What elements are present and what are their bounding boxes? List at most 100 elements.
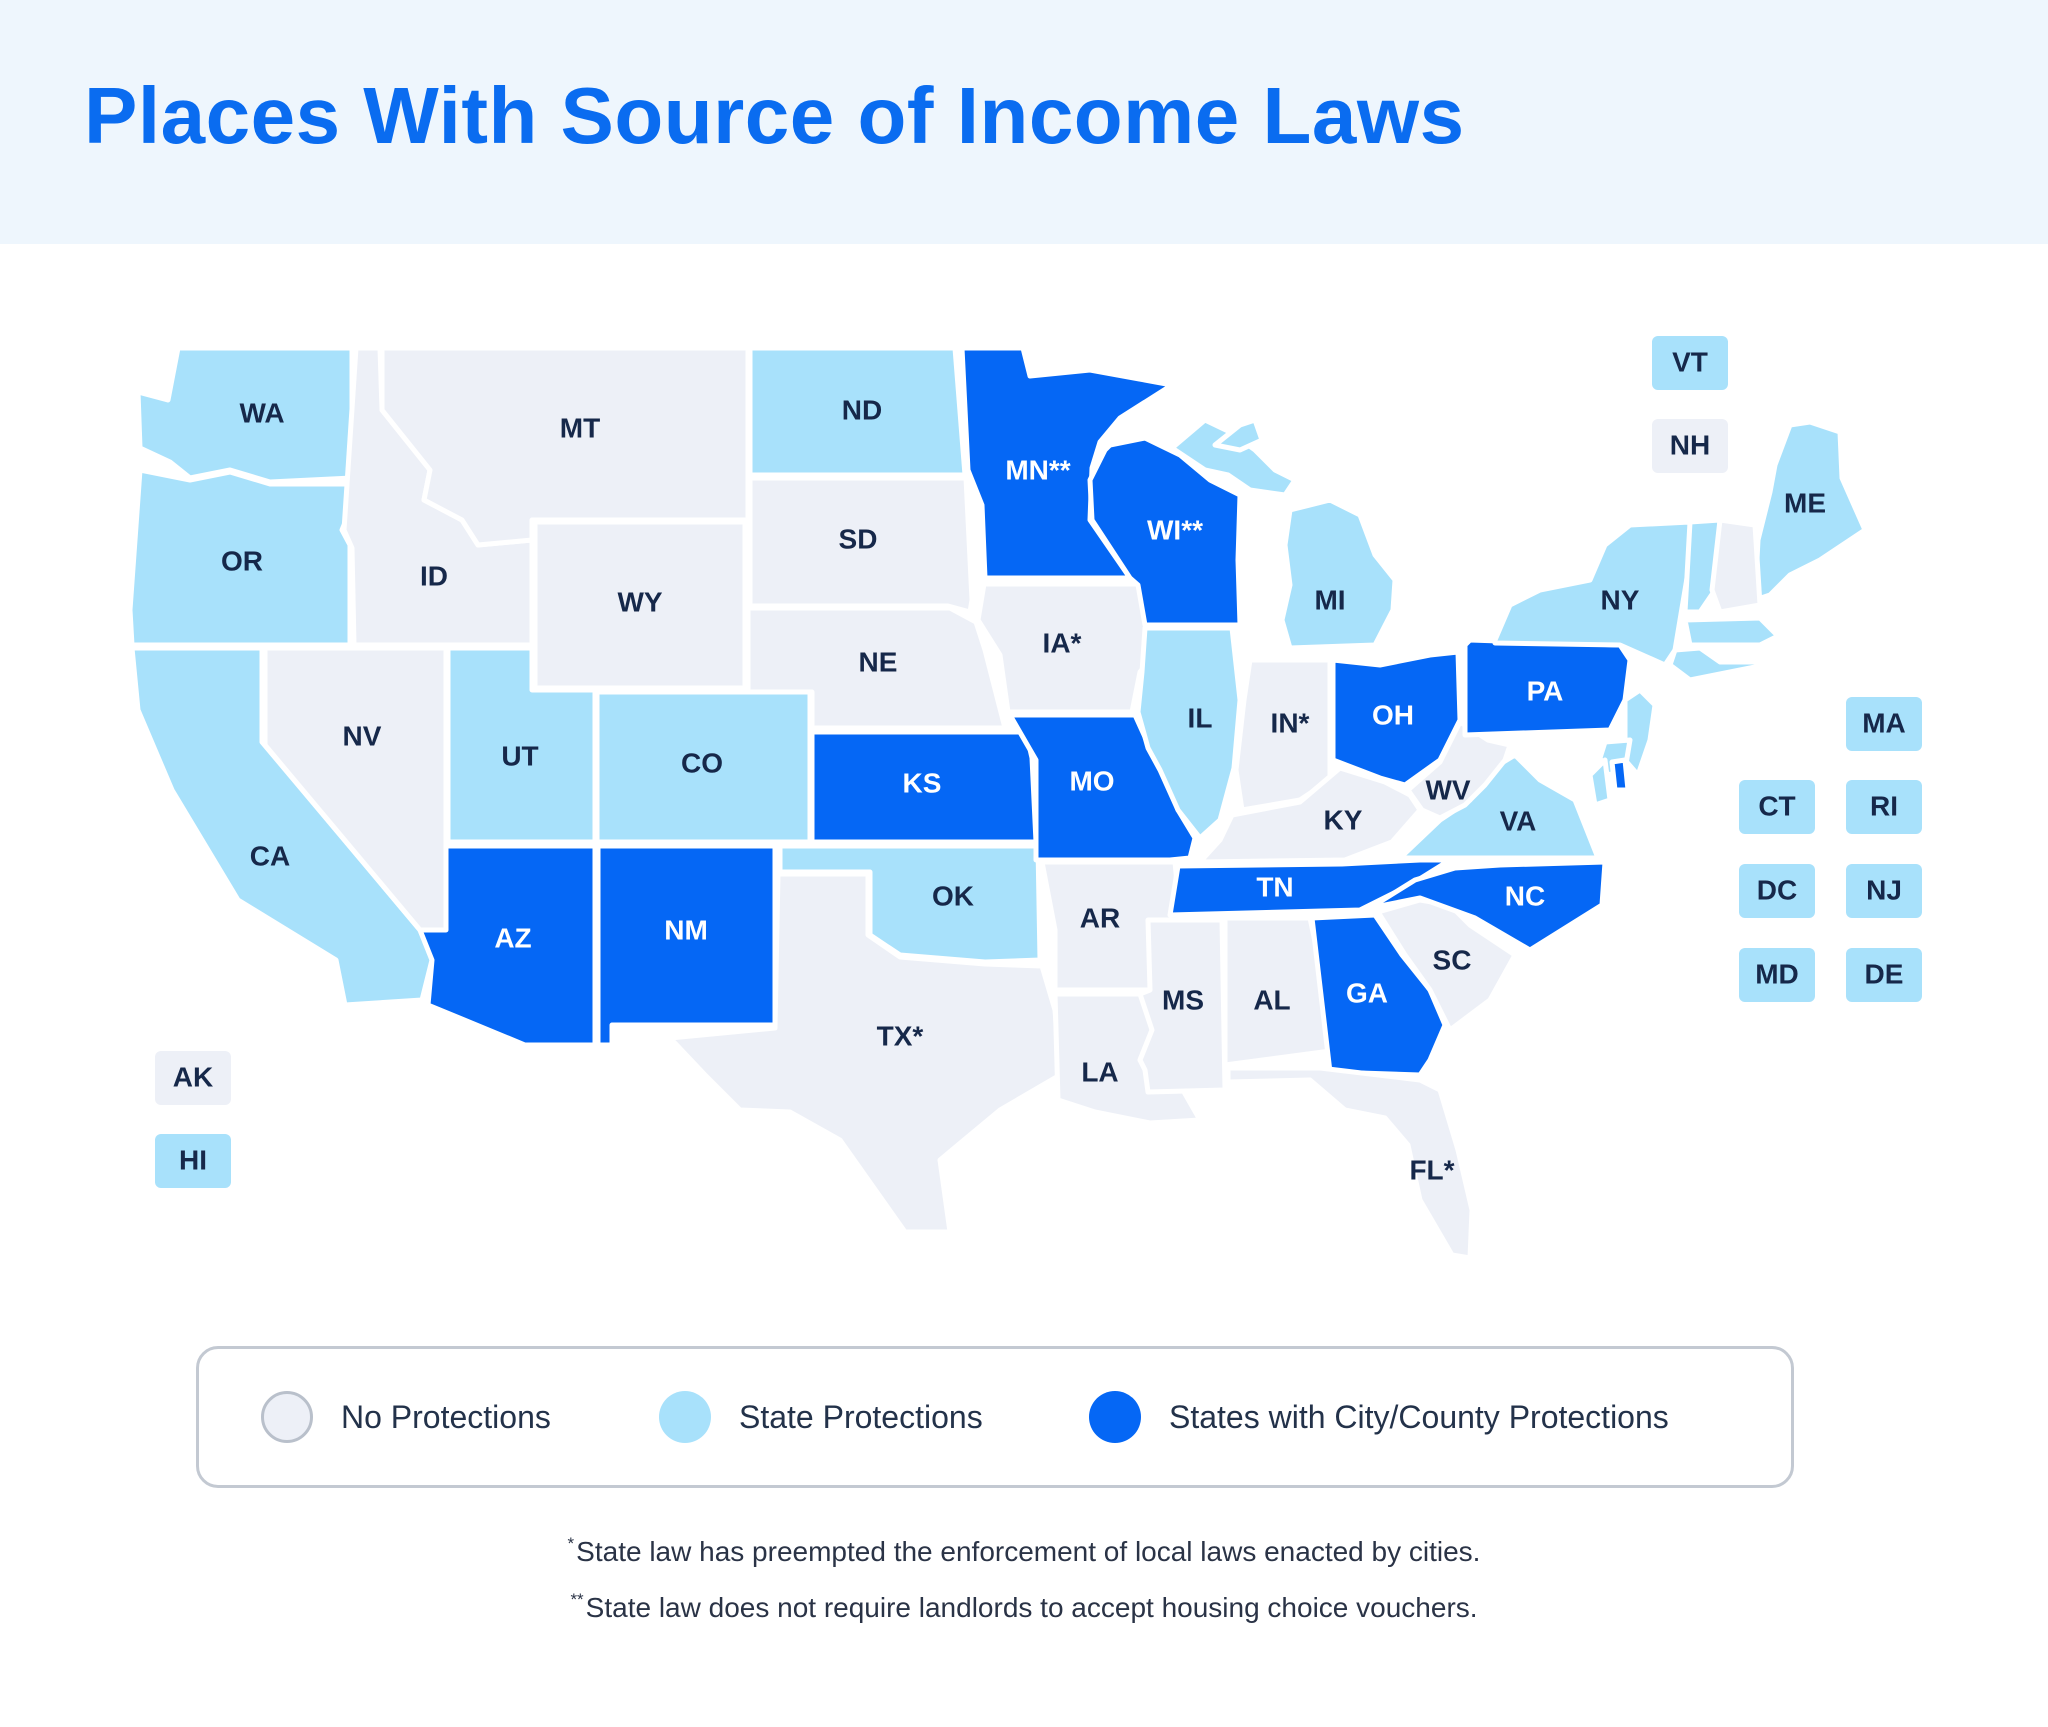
box-ma: MA (1846, 697, 1922, 751)
state-label-nm: NM (664, 914, 708, 945)
box-ri: RI (1846, 780, 1922, 834)
footnote-vouchers-text: State law does not require landlords to … (585, 1592, 1478, 1623)
state-label-al: AL (1253, 984, 1290, 1015)
state-label-ar: AR (1080, 902, 1120, 933)
state-wv (1405, 719, 1513, 821)
box-de-label: DE (1865, 958, 1904, 989)
legend-item-city-county-protections: States with City/County Protections (1089, 1349, 1669, 1485)
state-ut (445, 645, 598, 845)
box-hi-fill (155, 1134, 231, 1188)
footnotes: *State law has preempted the enforcement… (0, 1520, 2048, 1632)
state-label-wy: WY (617, 586, 662, 617)
state-label-nc: NC (1505, 880, 1545, 911)
header-band: Places With Source of Income Laws (0, 0, 2048, 244)
state-label-nv: NV (343, 720, 382, 751)
state-label-co: CO (681, 747, 723, 778)
footnote-preempted: *State law has preempted the enforcement… (0, 1520, 2048, 1576)
legend-swatch-no-protections (261, 1391, 313, 1443)
state-label-oh: OH (1372, 699, 1414, 730)
state-label-me: ME (1784, 487, 1826, 518)
state-label-la: LA (1081, 1056, 1118, 1087)
state-label-sc: SC (1433, 944, 1472, 975)
state-ny (1492, 519, 1693, 668)
legend-label-no-protections: No Protections (341, 1398, 551, 1435)
legend-swatch-city-county-protections (1089, 1391, 1141, 1443)
state-ne (745, 605, 1008, 731)
state-label-mi: MI (1314, 584, 1345, 615)
state-label-mn: MN** (1005, 454, 1070, 485)
box-nh-label: NH (1670, 429, 1710, 460)
box-vt-label: VT (1672, 346, 1708, 377)
state-label-ms: MS (1162, 984, 1204, 1015)
small-state-shape (1169, 417, 1298, 498)
state-label-sd: SD (839, 523, 878, 554)
small-state-shape (1587, 757, 1613, 808)
box-ma-label: MA (1862, 707, 1906, 738)
state-label-ut: UT (501, 740, 538, 771)
box-ct-label: CT (1758, 790, 1795, 821)
page-title: Places With Source of Income Laws (84, 71, 1465, 160)
box-nj-label: NJ (1866, 874, 1902, 905)
state-label-tn: TN (1256, 871, 1293, 902)
state-nd (747, 345, 968, 478)
state-label-ca: CA (250, 840, 290, 871)
box-ak-label: AK (173, 1061, 213, 1092)
small-state-shape (1609, 757, 1631, 793)
footnote-mark-double: ** (570, 1590, 584, 1609)
legend-swatch-state-protections (659, 1391, 711, 1443)
state-label-ga: GA (1346, 977, 1388, 1008)
state-label-ne: NE (859, 646, 898, 677)
legend-item-no-protections: No Protections (261, 1349, 551, 1485)
state-il (1135, 625, 1243, 841)
state-label-va: VA (1500, 805, 1537, 836)
state-label-ok: OK (932, 880, 974, 911)
box-ct-fill (1739, 780, 1815, 834)
legend: No Protections State Protections States … (196, 1346, 1794, 1488)
box-nj-fill (1846, 864, 1922, 918)
small-state-shape (1667, 645, 1783, 683)
small-state-shape (1622, 687, 1658, 778)
legend-label-city-county-protections: States with City/County Protections (1169, 1398, 1669, 1435)
state-label-il: IL (1188, 702, 1213, 733)
box-md: MD (1739, 948, 1815, 1002)
footnote-preempted-text: State law has preempted the enforcement … (576, 1536, 1481, 1567)
legend-item-state-protections: State Protections (659, 1349, 983, 1485)
state-label-or: OR (221, 545, 263, 576)
state-label-ks: KS (903, 767, 942, 798)
box-de: DE (1846, 948, 1922, 1002)
box-de-fill (1846, 948, 1922, 1002)
state-label-nd: ND (842, 394, 882, 425)
state-ca (129, 645, 435, 1008)
box-dc-fill (1739, 864, 1815, 918)
box-md-fill (1739, 948, 1815, 1002)
box-ri-label: RI (1870, 790, 1898, 821)
box-ak: AK (155, 1051, 231, 1105)
state-label-wi: WI** (1147, 514, 1203, 545)
box-hi: HI (155, 1134, 231, 1188)
state-label-tx: TX* (877, 1020, 924, 1051)
state-wi (1087, 435, 1243, 628)
state-label-mo: MO (1069, 765, 1114, 796)
state-az (417, 843, 598, 1048)
state-label-id: ID (420, 560, 448, 591)
state-label-ny: NY (1601, 584, 1640, 615)
state-wy (532, 519, 748, 691)
footnote-mark-single: * (567, 1534, 575, 1553)
small-state-shape (1682, 615, 1781, 648)
legend-label-state-protections: State Protections (739, 1398, 983, 1435)
box-md-label: MD (1755, 958, 1799, 989)
box-ma-fill (1846, 697, 1922, 751)
box-nj: NJ (1846, 864, 1922, 918)
box-vt-fill (1652, 336, 1728, 390)
state-mi (1279, 497, 1398, 651)
box-dc: DC (1739, 864, 1815, 918)
small-state-shape (1212, 417, 1265, 453)
footnote-vouchers: **State law does not require landlords t… (0, 1576, 2048, 1632)
state-fl (1225, 1065, 1475, 1261)
state-label-ky: KY (1324, 804, 1363, 835)
state-label-fl: FL* (1409, 1154, 1454, 1185)
box-vt: VT (1652, 336, 1728, 390)
state-label-ia: IA* (1043, 627, 1082, 658)
state-nc (1367, 859, 1608, 953)
